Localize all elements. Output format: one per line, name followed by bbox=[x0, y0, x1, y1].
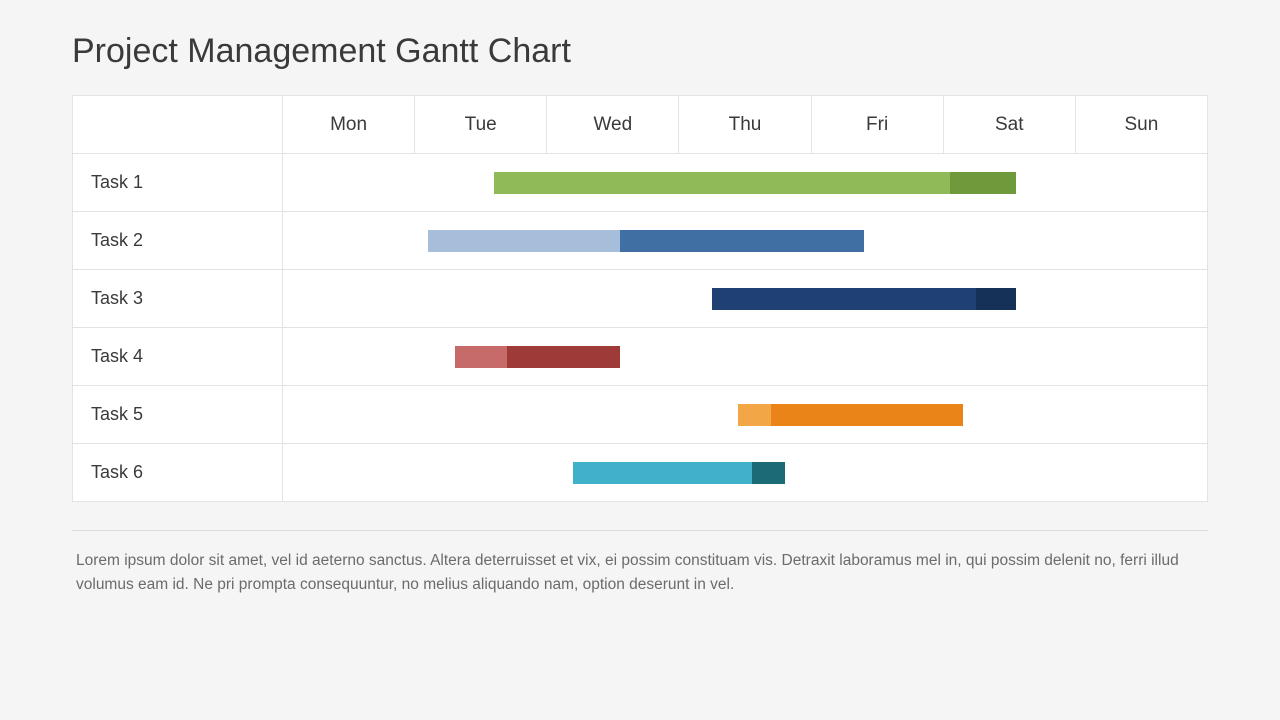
gantt-header-day: Fri bbox=[811, 96, 943, 154]
gantt-task-label: Task 6 bbox=[73, 444, 283, 502]
gantt-bar-segment bbox=[494, 172, 949, 194]
gantt-header-day: Sun bbox=[1075, 96, 1207, 154]
gantt-bar bbox=[738, 404, 962, 426]
gantt-bar-segment bbox=[620, 230, 864, 252]
gantt-row: Task 2 bbox=[73, 212, 1208, 270]
gantt-header-day: Wed bbox=[547, 96, 679, 154]
gantt-task-label: Task 5 bbox=[73, 386, 283, 444]
footer-text: Lorem ipsum dolor sit amet, vel id aeter… bbox=[72, 531, 1208, 597]
gantt-chart: MonTueWedThuFriSatSun Task 1Task 2Task 3… bbox=[72, 95, 1208, 502]
gantt-header-day: Tue bbox=[415, 96, 547, 154]
gantt-bar-cell bbox=[282, 270, 1207, 328]
gantt-task-label: Task 1 bbox=[73, 154, 283, 212]
gantt-bar-cell bbox=[282, 154, 1207, 212]
gantt-row: Task 5 bbox=[73, 386, 1208, 444]
gantt-bar-cell bbox=[282, 386, 1207, 444]
gantt-bar-segment bbox=[752, 462, 785, 484]
gantt-row: Task 1 bbox=[73, 154, 1208, 212]
gantt-header-row: MonTueWedThuFriSatSun bbox=[73, 96, 1208, 154]
gantt-task-label: Task 2 bbox=[73, 212, 283, 270]
gantt-bar-segment bbox=[976, 288, 1016, 310]
gantt-bar-segment bbox=[507, 346, 619, 368]
gantt-bar-cell bbox=[282, 212, 1207, 270]
gantt-task-label: Task 4 bbox=[73, 328, 283, 386]
gantt-task-label: Task 3 bbox=[73, 270, 283, 328]
gantt-row: Task 6 bbox=[73, 444, 1208, 502]
gantt-row: Task 3 bbox=[73, 270, 1208, 328]
gantt-bar bbox=[428, 230, 864, 252]
gantt-bar-segment bbox=[738, 404, 771, 426]
gantt-bar-segment bbox=[712, 288, 976, 310]
gantt-bar bbox=[494, 172, 1015, 194]
gantt-bar-segment bbox=[573, 462, 751, 484]
gantt-bar-cell bbox=[282, 444, 1207, 502]
gantt-bar bbox=[712, 288, 1016, 310]
gantt-bar bbox=[573, 462, 784, 484]
gantt-bar-segment bbox=[455, 346, 508, 368]
gantt-bar-segment bbox=[771, 404, 962, 426]
gantt-bar bbox=[455, 346, 620, 368]
gantt-bar-cell bbox=[282, 328, 1207, 386]
page-title: Project Management Gantt Chart bbox=[72, 32, 1208, 71]
gantt-header-day: Mon bbox=[282, 96, 414, 154]
gantt-bar-segment bbox=[428, 230, 619, 252]
gantt-header-day: Sat bbox=[943, 96, 1075, 154]
gantt-bar-segment bbox=[950, 172, 1016, 194]
gantt-row: Task 4 bbox=[73, 328, 1208, 386]
gantt-header-label-col bbox=[73, 96, 283, 154]
gantt-header-day: Thu bbox=[679, 96, 811, 154]
